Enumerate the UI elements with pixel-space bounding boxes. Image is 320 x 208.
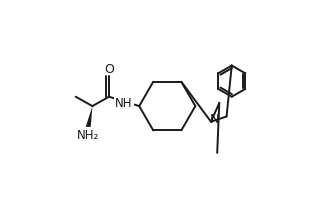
Text: NH: NH [116,97,133,110]
Text: O: O [104,63,114,76]
Text: NH₂: NH₂ [77,129,100,142]
Polygon shape [86,106,92,127]
Text: N: N [209,113,219,126]
